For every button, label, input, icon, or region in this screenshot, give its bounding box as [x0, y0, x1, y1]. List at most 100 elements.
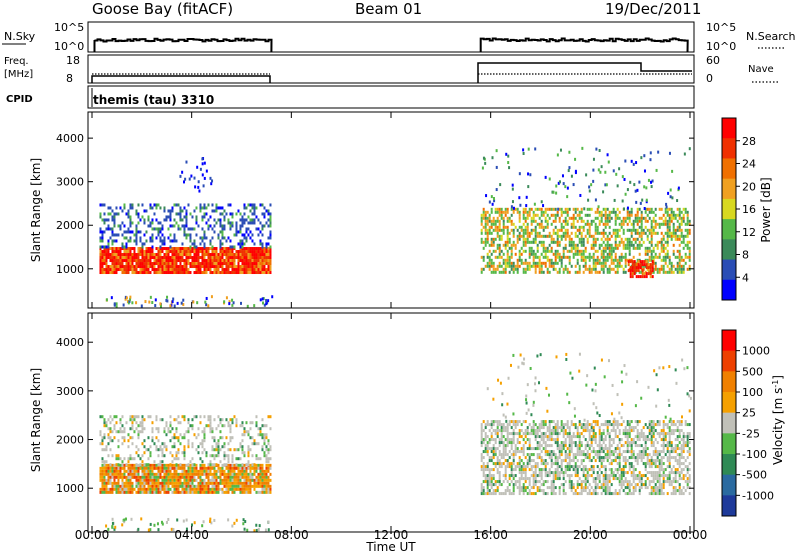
velocity-echo-cell [107, 481, 110, 485]
power-echo-cell [149, 262, 152, 266]
power-echo-cell [646, 228, 649, 232]
power-echo-cell [624, 255, 627, 259]
power-echo-cell [536, 207, 539, 211]
power-echo-cell [554, 249, 557, 253]
velocity-echo-cell [249, 481, 252, 485]
velocity-echo-cell [257, 475, 260, 479]
velocity-echo-cell [115, 454, 118, 458]
power-echo-cell [111, 253, 114, 257]
velocity-echo-cell [119, 421, 122, 425]
velocity-echo-cell [550, 429, 553, 433]
velocity-echo-cell [193, 433, 196, 437]
velocity-echo-cell [173, 466, 176, 470]
velocity-echo-cell [526, 477, 529, 481]
velocity-echo-cell [169, 487, 172, 491]
power-echo-cell [205, 169, 208, 173]
power-echo-cell [123, 245, 126, 249]
power-echo-cell [133, 265, 136, 269]
velocity-echo-cell [546, 435, 549, 439]
velocity-echo-cell [496, 471, 499, 475]
power-echo-cell [125, 230, 128, 234]
power-echo-cell [141, 262, 144, 266]
power-echo-cell [151, 218, 154, 222]
velocity-echo-cell [502, 462, 505, 466]
power-echo-cell [622, 216, 625, 220]
velocity-echo-cell [141, 424, 144, 428]
power-echo-cell [215, 250, 218, 254]
velocity-echo-cell [231, 475, 234, 479]
power-echo-cell [163, 268, 166, 272]
power-echo-cell [141, 245, 144, 249]
velocity-echo-cell [239, 481, 242, 485]
velocity-echo-cell [498, 441, 501, 445]
power-echo-cell [580, 210, 583, 214]
velocity-echo-cell [560, 459, 563, 463]
velocity-echo-cell [518, 432, 521, 436]
velocity-echo-cell [127, 445, 130, 449]
power-echo-cell [484, 213, 487, 217]
power-echo-cell [574, 210, 577, 214]
velocity-echo-cell [564, 429, 567, 433]
power-echo-cell [540, 243, 543, 247]
velocity-echo-cell [550, 465, 553, 469]
velocity-echo-cell [510, 468, 513, 472]
velocity-echo-cell [482, 429, 485, 433]
velocity-echo-cell [600, 438, 603, 442]
velocity-echo-cell [137, 466, 140, 470]
power-echo-cell [635, 269, 638, 273]
power-echo-cell [245, 218, 248, 222]
velocity-echo-cell [151, 475, 154, 479]
velocity-echo-cell [257, 490, 260, 494]
power-echo-cell [654, 219, 657, 223]
velocity-echo-cell [113, 424, 116, 428]
velocity-echo-cell [574, 465, 577, 469]
velocity-echo-cell [486, 444, 489, 448]
velocity-echo-cell [185, 484, 188, 488]
velocity-echo-cell [480, 483, 483, 487]
power-echo-cell [241, 259, 244, 263]
velocity-echo-cell [187, 421, 190, 425]
velocity-echo-cell [213, 481, 216, 485]
velocity-echo-cell [572, 459, 575, 463]
velocity-echo-cell [506, 426, 509, 430]
power-echo-cell [631, 263, 634, 267]
velocity-echo-cell [161, 448, 164, 452]
power-echo-cell [684, 228, 687, 232]
power-echo-cell [484, 222, 487, 226]
velocity-echo-cell [107, 442, 110, 446]
velocity-echo-cell [213, 487, 216, 491]
velocity-echo-cell [265, 436, 268, 440]
power-echo-cell [664, 255, 667, 259]
power-echo-cell [131, 230, 134, 234]
power-echo-cell [243, 268, 246, 272]
velocity-echo-cell [223, 445, 226, 449]
power-echo-cell [576, 243, 579, 247]
power-echo-cell [645, 275, 648, 279]
velocity-echo-cell [255, 481, 258, 485]
velocity-echo-cell [538, 453, 541, 457]
velocity-echo-cell [245, 475, 248, 479]
power-echo-cell [213, 253, 216, 257]
power-echo-cell [173, 304, 176, 308]
power-echo-cell [193, 271, 196, 275]
velocity-echo-cell [151, 472, 154, 476]
power-echo-cell [508, 246, 511, 250]
power-echo-cell [199, 203, 202, 207]
power-echo-cell [227, 265, 230, 269]
velocity-echo-cell [245, 430, 248, 434]
power-echo-cell [634, 231, 637, 235]
power-echo-cell [664, 240, 667, 244]
velocity-echo-cell [215, 475, 218, 479]
velocity-echo-cell [550, 450, 553, 454]
power-echo-cell [163, 236, 166, 240]
velocity-echo-cell [570, 435, 573, 439]
power-echo-cell [652, 231, 655, 235]
velocity-echo-cell [245, 490, 248, 494]
power-echo-cell [163, 206, 166, 210]
power-echo-cell [107, 224, 110, 228]
power-echo-cell [141, 203, 144, 207]
power-echo-cell [231, 212, 234, 216]
power-echo-cell [564, 210, 567, 214]
power-echo-cell [111, 268, 114, 272]
power-echo-cell [572, 243, 575, 247]
